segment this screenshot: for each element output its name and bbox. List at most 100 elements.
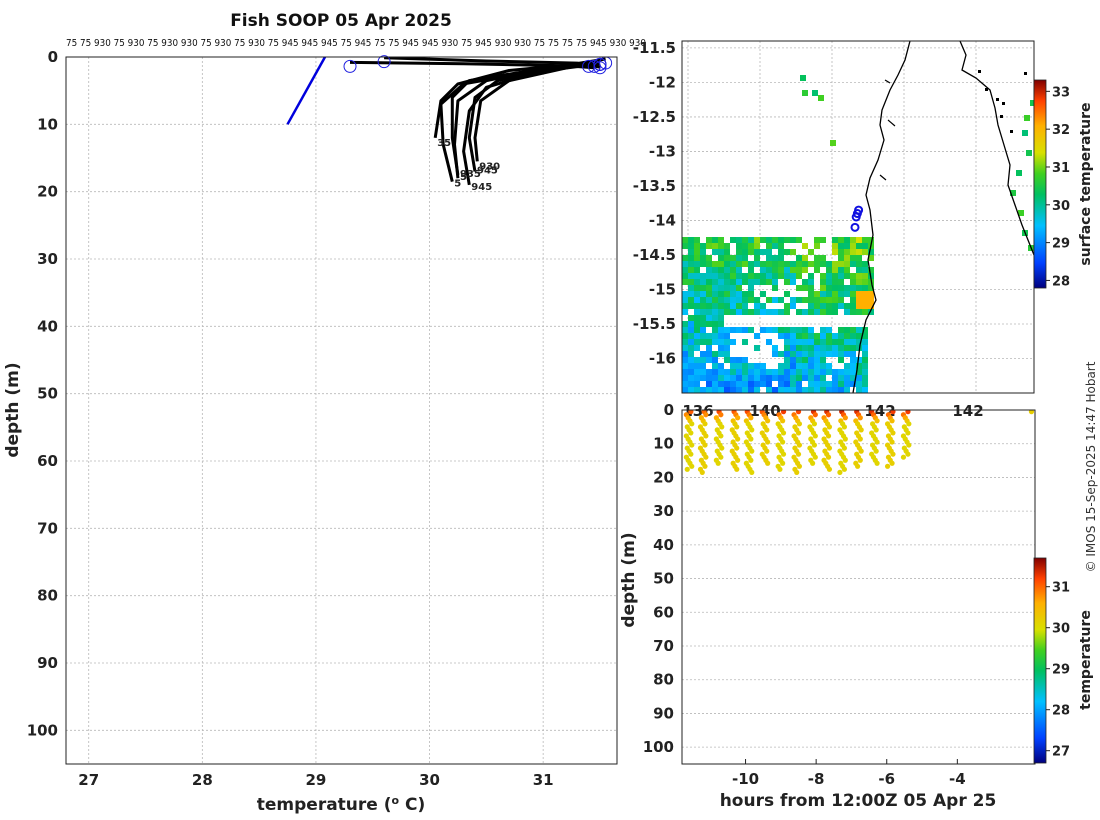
sst-pixel xyxy=(784,381,790,387)
map-y-tick-label: -13.5 xyxy=(633,177,676,195)
sst-pixel xyxy=(784,237,790,243)
sst-pixel xyxy=(838,339,844,345)
time-depth-point xyxy=(780,410,787,415)
sst-pixel xyxy=(736,357,742,363)
sst-pixel xyxy=(772,279,778,285)
time-depth-point xyxy=(842,415,848,421)
sst-pixel xyxy=(748,369,754,375)
sst-pixel xyxy=(862,381,868,387)
sst-pixel xyxy=(682,243,688,249)
sst-pixel xyxy=(706,381,712,387)
sst-pixel xyxy=(802,261,808,267)
sst-pixel xyxy=(862,309,868,315)
sst-pixel xyxy=(730,369,736,375)
sst-pixel xyxy=(796,273,802,279)
sst-pixel xyxy=(688,315,694,321)
profile-y-ticks: 0 10 20 30 40 50 60 70 80 90 100 xyxy=(27,48,58,739)
map-x-ticks: 136 140 142 142 xyxy=(682,402,983,420)
sst-pixel xyxy=(742,357,748,363)
sst-pixel xyxy=(742,309,748,315)
time-depth-point xyxy=(874,418,880,424)
sst-pixel xyxy=(838,333,844,339)
sst-pixel xyxy=(748,387,754,393)
sst-pixel xyxy=(808,345,814,351)
sst-colorbar-label: surface temperature xyxy=(1078,102,1094,265)
sst-pixel xyxy=(862,345,868,351)
sst-pixel xyxy=(706,333,712,339)
time-depth-point xyxy=(748,415,754,421)
sst-pixel xyxy=(694,381,700,387)
sst-pixel xyxy=(682,351,688,357)
sst-pixel xyxy=(820,303,826,309)
profile-y-tick-label: 30 xyxy=(37,250,58,268)
sst-pixel xyxy=(802,90,808,96)
sst-pixel xyxy=(844,267,850,273)
sst-pixel xyxy=(844,291,850,297)
sst-pixel xyxy=(778,351,784,357)
time-depth-point xyxy=(890,451,896,457)
sst-pixel xyxy=(1018,210,1024,216)
sst-pixel xyxy=(826,303,832,309)
sst-pixel xyxy=(760,327,766,333)
profile-y-tick-label: 20 xyxy=(37,183,58,201)
sst-pixel xyxy=(736,291,742,297)
sst-pixel xyxy=(814,357,820,363)
time-depth-point xyxy=(735,457,741,463)
sst-pixel xyxy=(832,267,838,273)
sst-pixel xyxy=(778,267,784,273)
profile-gridlines xyxy=(66,56,617,764)
sst-pixel xyxy=(730,309,736,315)
sst-pixel xyxy=(688,387,694,393)
profile-end-label: 35 xyxy=(437,138,451,149)
sst-pixel xyxy=(826,381,832,387)
sst-pixel xyxy=(802,387,808,393)
sst-pixel xyxy=(790,333,796,339)
sst-pixel xyxy=(850,255,856,261)
sst-pixel xyxy=(784,273,790,279)
sst-pixel xyxy=(778,375,784,381)
temperature-colorbar-ticks: 27 28 29 30 31 xyxy=(1046,581,1070,760)
sst-pixel xyxy=(784,363,790,369)
time-depth-point xyxy=(748,457,754,463)
sst-pixel xyxy=(712,369,718,375)
sst-pixel xyxy=(712,327,718,333)
sst-pixel xyxy=(838,297,844,303)
sst-pixel xyxy=(760,291,766,297)
sst-pixel xyxy=(844,381,850,387)
time-depth-point xyxy=(874,439,880,445)
time-depth-y-tick-label: 0 xyxy=(664,401,674,419)
time-depth-point xyxy=(718,433,724,439)
sst-pixel xyxy=(742,369,748,375)
sst-pixel xyxy=(844,387,850,393)
sst-pixel xyxy=(856,279,862,285)
sst-pixel xyxy=(754,309,760,315)
sst-pixel xyxy=(730,357,736,363)
profile-y-tick-label: 0 xyxy=(48,48,58,66)
sst-pixel xyxy=(856,261,862,267)
sst-pixel xyxy=(784,267,790,273)
sst-pixel xyxy=(778,327,784,333)
sst-pixel xyxy=(790,381,796,387)
sst-pixel xyxy=(724,243,730,249)
sst-pixel xyxy=(838,375,844,381)
sst-pixel xyxy=(802,369,808,375)
sst-pixel xyxy=(844,351,850,357)
time-depth-point xyxy=(703,454,709,460)
sst-pixel xyxy=(748,237,754,243)
sst-pixel xyxy=(796,285,802,291)
sst-pixel xyxy=(694,369,700,375)
sst-pixel xyxy=(682,237,688,243)
sst-pixel xyxy=(748,297,754,303)
sst-pixel xyxy=(820,273,826,279)
sst-pixel xyxy=(832,273,838,279)
time-depth-point xyxy=(855,463,861,469)
profile-panel: Fish SOOP 05 Apr 2025 75 75 930 75 930 7… xyxy=(3,11,646,815)
time-depth-point xyxy=(703,433,709,439)
sst-pixel xyxy=(808,357,814,363)
sst-pixel xyxy=(778,273,784,279)
sst-pixel xyxy=(706,357,712,363)
sst-pixel xyxy=(868,237,874,243)
sst-pixel xyxy=(814,309,820,315)
sst-pixel xyxy=(784,279,790,285)
sst-pixel xyxy=(826,351,832,357)
